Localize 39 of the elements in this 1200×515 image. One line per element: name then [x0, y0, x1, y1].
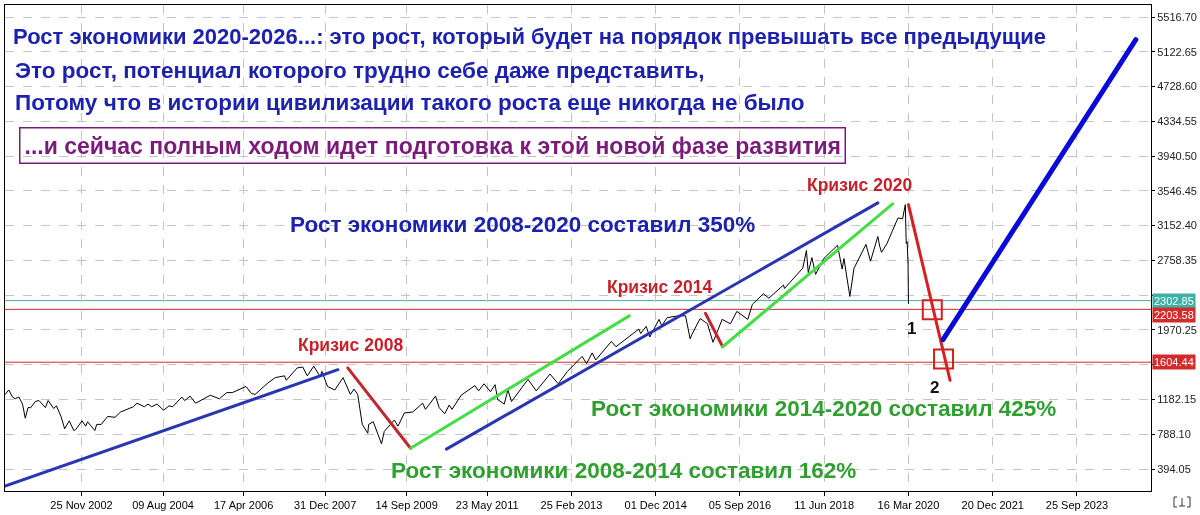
y-tick-label: 394.05	[1157, 462, 1191, 475]
text: Это рост, потенциал которого трудно себе даже представить, Потому что в истории цивилизации такого роста еще никогда не было	[15, 58, 805, 115]
x-tick-label: 25 Nov 2002	[50, 499, 113, 512]
annotation: 2	[930, 378, 940, 397]
x-tick-label: 25 Sep 2023	[1045, 499, 1109, 512]
x-tick-label: 17 Apr 2006	[213, 499, 274, 512]
annotation: Кризис 2014	[607, 277, 713, 297]
annotation: Рост экономики 2008-2020 составил 350%	[290, 212, 756, 237]
x-tick-label: 01 Dec 2014	[624, 499, 687, 512]
annotation: Кризис 2020	[807, 175, 913, 195]
ref-line-label: 1604.44	[1154, 356, 1194, 368]
x-tick-label: 09 Aug 2004	[132, 499, 194, 512]
text: Рост экономики 2020-2026...: это рост, который будет на порядок превышать все предыдущие	[13, 23, 1047, 49]
x-tick-label: 11 Jun 2018	[794, 499, 855, 512]
y-tick-label: 5122.65	[1157, 45, 1197, 58]
annotation: 1	[907, 319, 917, 338]
ref-line-label: 2302.85	[1154, 295, 1194, 307]
y-tick-label: 4728.60	[1157, 80, 1197, 93]
x-tick-label: 16 Mar 2020	[877, 499, 940, 512]
x-tick-label: 20 Dec 2021	[961, 499, 1024, 512]
y-tick-label: 3152.40	[1157, 219, 1197, 232]
annotation: ...и сейчас полным ходом идет подготовка к этой новой фазе развития	[24, 132, 841, 159]
annotation: Кризис 2008	[298, 335, 404, 355]
x-tick-label: 14 Sep 2009	[375, 499, 438, 512]
y-tick-label: 5516.70	[1157, 10, 1197, 23]
y-tick-label: 2758.35	[1157, 254, 1197, 267]
y-tick-label: 1182.15	[1157, 393, 1197, 406]
y-tick-label: 4334.55	[1157, 115, 1197, 128]
y-tick-label: 788.10	[1157, 428, 1191, 441]
x-tick-label: 25 Feb 2013	[540, 499, 603, 512]
x-tick-label: 31 Dec 2007	[293, 499, 357, 512]
x-tick-label: 05 Sep 2016	[708, 499, 772, 512]
ref-line-label: 2203.58	[1154, 309, 1194, 321]
annotation: Рост экономики 2008-2014 составил 162%	[391, 458, 857, 483]
x-tick-label: 23 May 2011	[455, 499, 519, 512]
y-tick-label: 1970.25	[1157, 323, 1197, 336]
y-tick-label: 3546.45	[1157, 184, 1197, 197]
annotation: Рост экономики 2014-2020 составил 425%	[591, 396, 1057, 421]
y-tick-label: 3940.50	[1157, 149, 1197, 162]
